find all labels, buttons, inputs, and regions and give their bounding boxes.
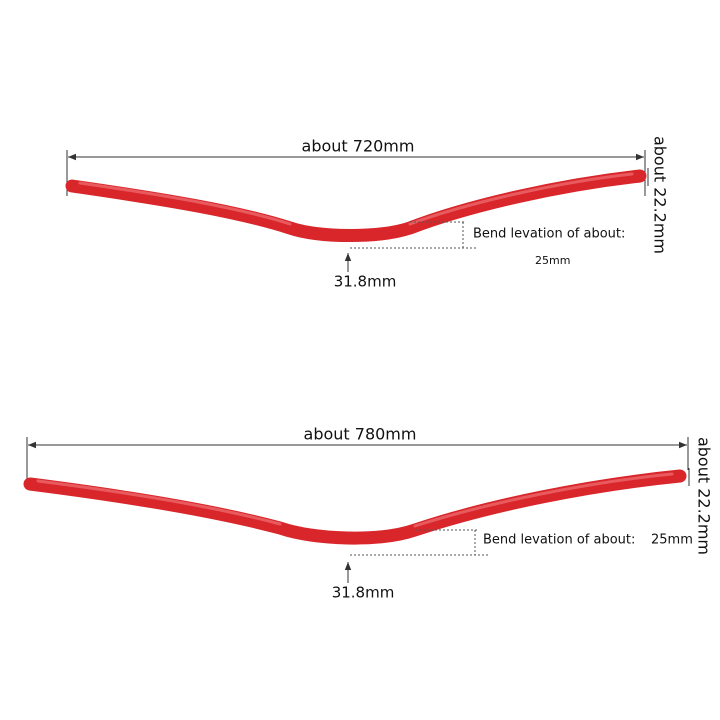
rise-label: Bend levation of about: [473, 227, 625, 242]
rise-label: Bend levation of about: [483, 533, 635, 548]
rise-value: 25mm [535, 254, 570, 267]
end-diameter-label: about 22.2mm [651, 136, 670, 254]
clamp-label: 31.8mm [334, 273, 397, 291]
end-diameter-label: about 22.2mm [695, 437, 714, 555]
rise-value: 25mm [651, 533, 693, 548]
width-label: about 780mm [304, 425, 417, 444]
clamp-label: 31.8mm [332, 584, 395, 602]
handlebar-720: about 720mm about 22.2mm Bend levation o… [65, 136, 670, 291]
width-label: about 720mm [302, 137, 415, 156]
handlebar-780: about 780mm about 22.2mm Bend levation o… [23, 425, 714, 602]
